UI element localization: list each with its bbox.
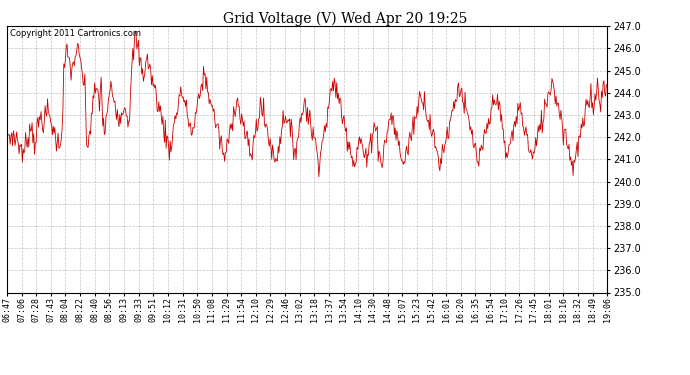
Text: Grid Voltage (V) Wed Apr 20 19:25: Grid Voltage (V) Wed Apr 20 19:25 <box>223 11 467 26</box>
Text: Copyright 2011 Cartronics.com: Copyright 2011 Cartronics.com <box>10 29 141 38</box>
